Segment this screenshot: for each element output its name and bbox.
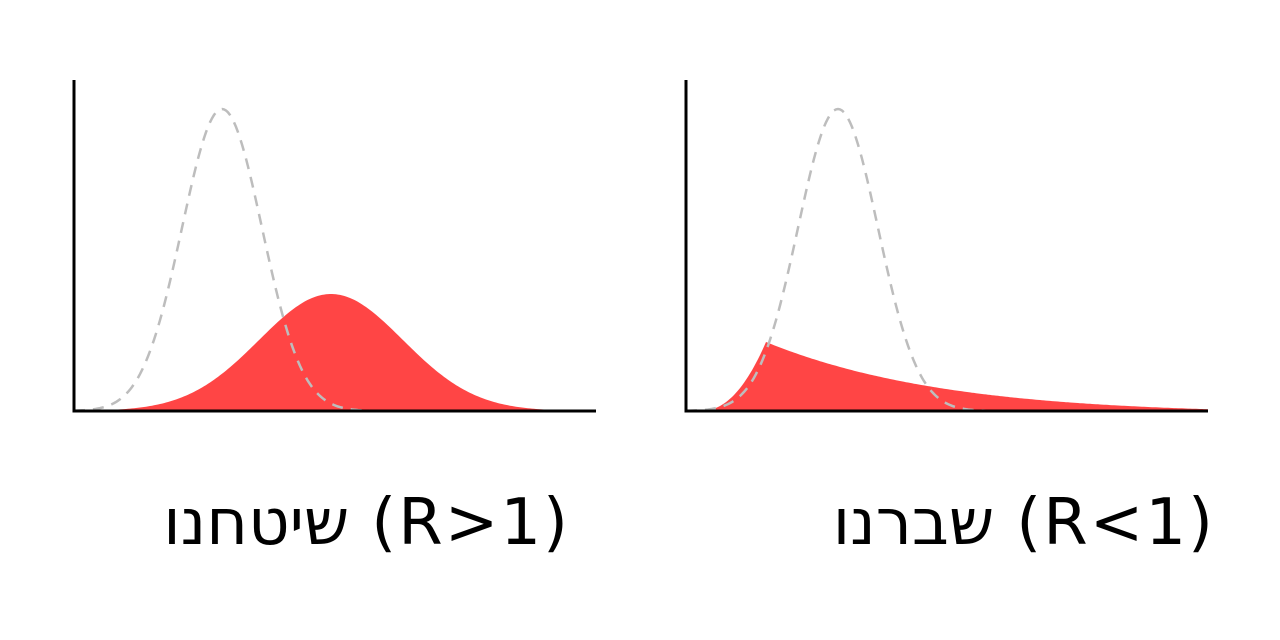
right-caption-word: שברנו — [832, 486, 995, 560]
left-red-curve — [74, 294, 596, 411]
left-axes — [72, 80, 596, 413]
right-caption: שברנו (R<1) — [790, 478, 1215, 568]
right-red-curve — [700, 342, 1208, 411]
left-caption-word: שיטחנו — [163, 486, 350, 560]
right-caption-condition: (R<1) — [1016, 486, 1215, 560]
right-panel — [684, 80, 1208, 413]
left-caption: שיטחנו (R>1) — [150, 478, 570, 568]
left-baseline-curve — [73, 107, 371, 412]
right-baseline-curve — [685, 107, 991, 413]
right-axes — [684, 80, 1208, 413]
left-caption-condition: (R>1) — [371, 486, 570, 560]
left-panel — [72, 80, 596, 413]
